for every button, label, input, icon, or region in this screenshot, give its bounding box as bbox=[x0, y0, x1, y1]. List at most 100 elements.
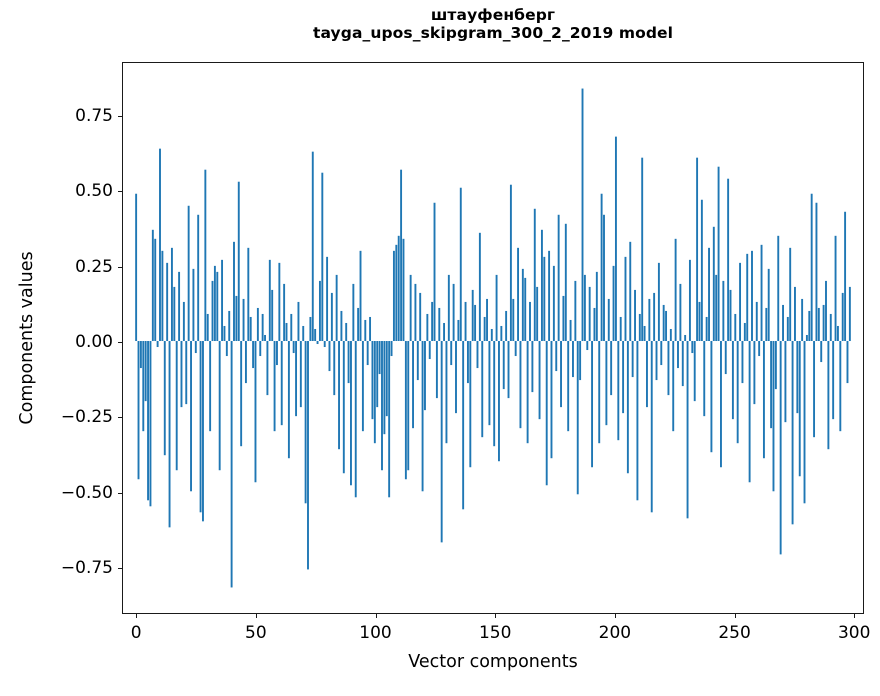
bar bbox=[603, 214, 605, 342]
x-tick-label: 50 bbox=[245, 623, 267, 643]
bar bbox=[636, 341, 639, 501]
bar bbox=[464, 301, 467, 341]
bar bbox=[815, 202, 818, 341]
bar bbox=[488, 341, 491, 426]
bar bbox=[168, 341, 171, 528]
y-tick-mark bbox=[118, 191, 123, 193]
bar bbox=[741, 341, 744, 384]
bar bbox=[142, 341, 145, 432]
bar bbox=[841, 292, 844, 341]
bar bbox=[817, 307, 820, 342]
bar bbox=[209, 341, 212, 432]
y-tick-label: 0.75 bbox=[75, 105, 113, 126]
bar bbox=[619, 316, 622, 342]
bar bbox=[323, 341, 326, 348]
bar bbox=[653, 292, 656, 341]
bar bbox=[760, 244, 763, 341]
bar bbox=[330, 292, 333, 341]
bar bbox=[710, 341, 713, 453]
bar bbox=[292, 341, 295, 354]
bar bbox=[419, 292, 422, 341]
bar bbox=[278, 262, 281, 342]
bar bbox=[600, 193, 603, 341]
bar bbox=[402, 238, 405, 342]
x-axis-label: Vector components bbox=[408, 652, 578, 672]
bar bbox=[622, 341, 625, 414]
bar bbox=[357, 307, 360, 342]
bar bbox=[361, 341, 364, 432]
bar bbox=[669, 328, 672, 342]
bar bbox=[552, 265, 555, 342]
bar bbox=[163, 341, 166, 456]
bar bbox=[545, 341, 548, 486]
bar bbox=[170, 247, 173, 342]
bar bbox=[810, 193, 813, 341]
bar bbox=[221, 259, 224, 341]
bar bbox=[498, 341, 500, 462]
bar bbox=[261, 313, 264, 342]
bar bbox=[466, 341, 469, 384]
bar bbox=[789, 247, 792, 342]
bar bbox=[206, 313, 209, 342]
bar bbox=[612, 265, 615, 342]
bar bbox=[779, 341, 782, 555]
bar bbox=[173, 286, 176, 342]
bar bbox=[846, 341, 849, 384]
bar bbox=[798, 341, 801, 477]
bar bbox=[328, 341, 331, 372]
bar bbox=[218, 341, 221, 471]
y-tick-label: 0.00 bbox=[75, 332, 113, 353]
bar bbox=[774, 341, 777, 390]
bar bbox=[772, 341, 775, 492]
bar bbox=[318, 280, 321, 342]
bar bbox=[796, 341, 799, 414]
bar bbox=[517, 247, 520, 342]
bar bbox=[560, 341, 562, 408]
y-tick-mark bbox=[118, 568, 123, 570]
bar bbox=[457, 319, 460, 341]
bar bbox=[660, 341, 663, 366]
bar bbox=[354, 341, 357, 498]
bar bbox=[175, 341, 178, 471]
bar bbox=[187, 205, 190, 342]
bar bbox=[579, 341, 582, 381]
x-tick-label: 250 bbox=[718, 623, 751, 643]
bar bbox=[820, 341, 823, 363]
bar bbox=[729, 289, 732, 342]
bar bbox=[416, 341, 419, 381]
bar bbox=[438, 307, 441, 342]
bar bbox=[211, 280, 214, 342]
bar bbox=[366, 341, 369, 366]
bar bbox=[593, 307, 596, 342]
bar bbox=[252, 341, 255, 369]
bar bbox=[844, 211, 847, 341]
bar bbox=[149, 341, 152, 507]
bar bbox=[762, 341, 765, 459]
bar bbox=[519, 341, 522, 429]
bar bbox=[178, 271, 181, 342]
bar bbox=[350, 341, 352, 486]
bar bbox=[202, 341, 204, 522]
bar bbox=[743, 322, 746, 342]
bar bbox=[526, 341, 529, 444]
bar bbox=[827, 341, 830, 450]
bar bbox=[727, 178, 730, 342]
bar bbox=[137, 341, 140, 480]
bar bbox=[739, 262, 742, 342]
chart-title-word: штауфенберг bbox=[430, 6, 556, 24]
bar bbox=[540, 229, 543, 342]
bar bbox=[786, 316, 789, 342]
bar bbox=[665, 310, 668, 341]
bar bbox=[595, 271, 598, 342]
bar bbox=[273, 341, 276, 432]
bar bbox=[648, 298, 651, 342]
bar bbox=[381, 341, 383, 471]
bar bbox=[770, 341, 773, 429]
y-tick-mark bbox=[118, 266, 123, 268]
bar bbox=[230, 341, 233, 588]
bar bbox=[240, 341, 243, 447]
bar bbox=[586, 341, 589, 351]
bar bbox=[476, 341, 479, 369]
bar bbox=[359, 250, 362, 341]
